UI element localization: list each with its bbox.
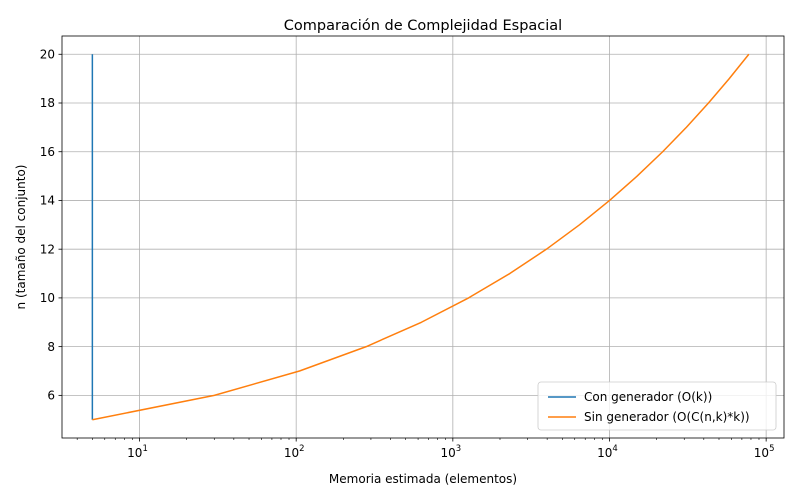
y-tick-label: 16 bbox=[40, 145, 55, 159]
y-axis: 6 8 10 12 14 16 18 20 bbox=[40, 47, 62, 403]
y-tick-label: 10 bbox=[40, 291, 55, 305]
legend-label: Con generador (O(k)) bbox=[584, 390, 712, 404]
y-tick-label: 8 bbox=[47, 340, 55, 354]
y-tick-label: 6 bbox=[47, 389, 55, 403]
legend-label: Sin generador (O(C(n,k)*k)) bbox=[584, 410, 750, 424]
plot-frame bbox=[61, 35, 785, 439]
x-axis-label: Memoria estimada (elementos) bbox=[329, 472, 517, 486]
y-axis-label: n (tamaño del conjunto) bbox=[14, 165, 28, 310]
series-lines bbox=[91, 53, 750, 421]
x-tick-label: 105 bbox=[754, 444, 775, 460]
series-line-2 bbox=[92, 53, 750, 421]
y-tick-label: 12 bbox=[40, 242, 55, 256]
x-tick-label: 103 bbox=[440, 444, 461, 460]
x-tick-label: 101 bbox=[127, 444, 148, 460]
x-axis: 101 102 103 104 105 bbox=[76, 438, 775, 460]
y-tick-label: 14 bbox=[40, 194, 55, 208]
legend-box bbox=[537, 381, 777, 431]
y-tick-label: 20 bbox=[40, 47, 55, 61]
y-tick-label: 18 bbox=[40, 96, 55, 110]
legend: Con generador (O(k)) Sin generador (O(C(n… bbox=[537, 381, 777, 431]
x-tick-label: 104 bbox=[597, 444, 618, 460]
x-tick-label: 102 bbox=[284, 444, 305, 460]
chart-title: Comparación de Complejidad Espacial bbox=[284, 18, 562, 34]
